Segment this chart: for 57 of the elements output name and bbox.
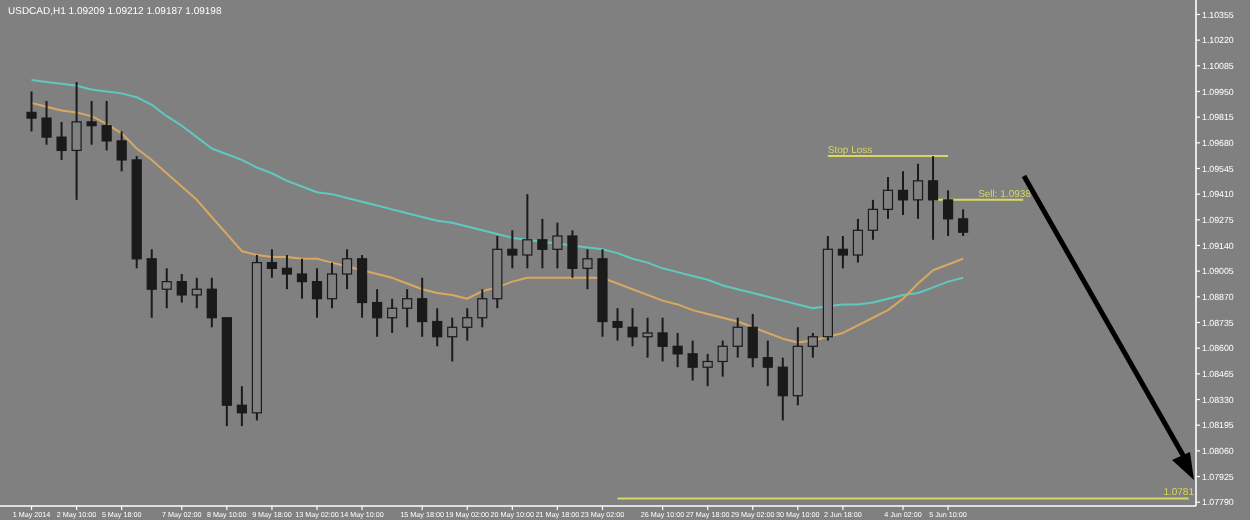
candlestick [71, 80, 82, 201]
candlestick [777, 356, 788, 422]
candlestick [762, 339, 773, 388]
candlestick [477, 288, 488, 329]
candlestick [101, 99, 112, 152]
candlestick [582, 248, 593, 291]
candlestick [266, 248, 278, 279]
candlestick [642, 316, 653, 359]
candlestick [657, 316, 668, 363]
candlestick [236, 385, 247, 428]
candlestick [507, 229, 518, 270]
candlestick [161, 267, 172, 310]
candlestick [747, 312, 758, 369]
candlestick [387, 297, 398, 334]
candlestick [522, 193, 533, 270]
candlestick [447, 316, 458, 363]
candlestick [717, 339, 728, 378]
candlestick [26, 90, 37, 133]
candlestick [957, 208, 969, 237]
line-series [30, 79, 965, 310]
candlestick [927, 155, 939, 241]
candlestick [402, 288, 413, 329]
candlestick [567, 229, 578, 279]
candlestick [356, 254, 368, 319]
candlestick [807, 331, 818, 359]
candlestick [882, 176, 894, 220]
candlestick [897, 170, 909, 217]
candlestick [311, 267, 323, 319]
candlestick [56, 120, 67, 161]
candlestick [912, 162, 924, 220]
candlestick [176, 273, 187, 304]
candlestick [326, 261, 338, 310]
candlestick [687, 339, 698, 382]
candlestick [86, 99, 97, 146]
candlestick [191, 276, 202, 310]
candlestick [702, 352, 713, 388]
candlestick [627, 307, 638, 348]
candlestick [837, 234, 849, 270]
candlestick [537, 217, 548, 270]
candlestick [371, 288, 383, 338]
candlestick [296, 257, 308, 300]
candlestick [116, 130, 127, 173]
candlestick [612, 307, 623, 342]
candlestick [462, 307, 473, 342]
candlestick [942, 189, 954, 237]
candlestick [852, 217, 864, 264]
candlestick [552, 221, 563, 270]
candlestick [867, 198, 879, 241]
candlestick [146, 248, 157, 319]
candlestick [206, 276, 217, 329]
candlestick [432, 307, 443, 348]
candlestick [281, 254, 293, 291]
candlestick [41, 99, 52, 146]
candlestick [417, 276, 428, 338]
candlestick [732, 316, 743, 359]
candlestick [341, 248, 353, 291]
candlestick [672, 331, 683, 369]
